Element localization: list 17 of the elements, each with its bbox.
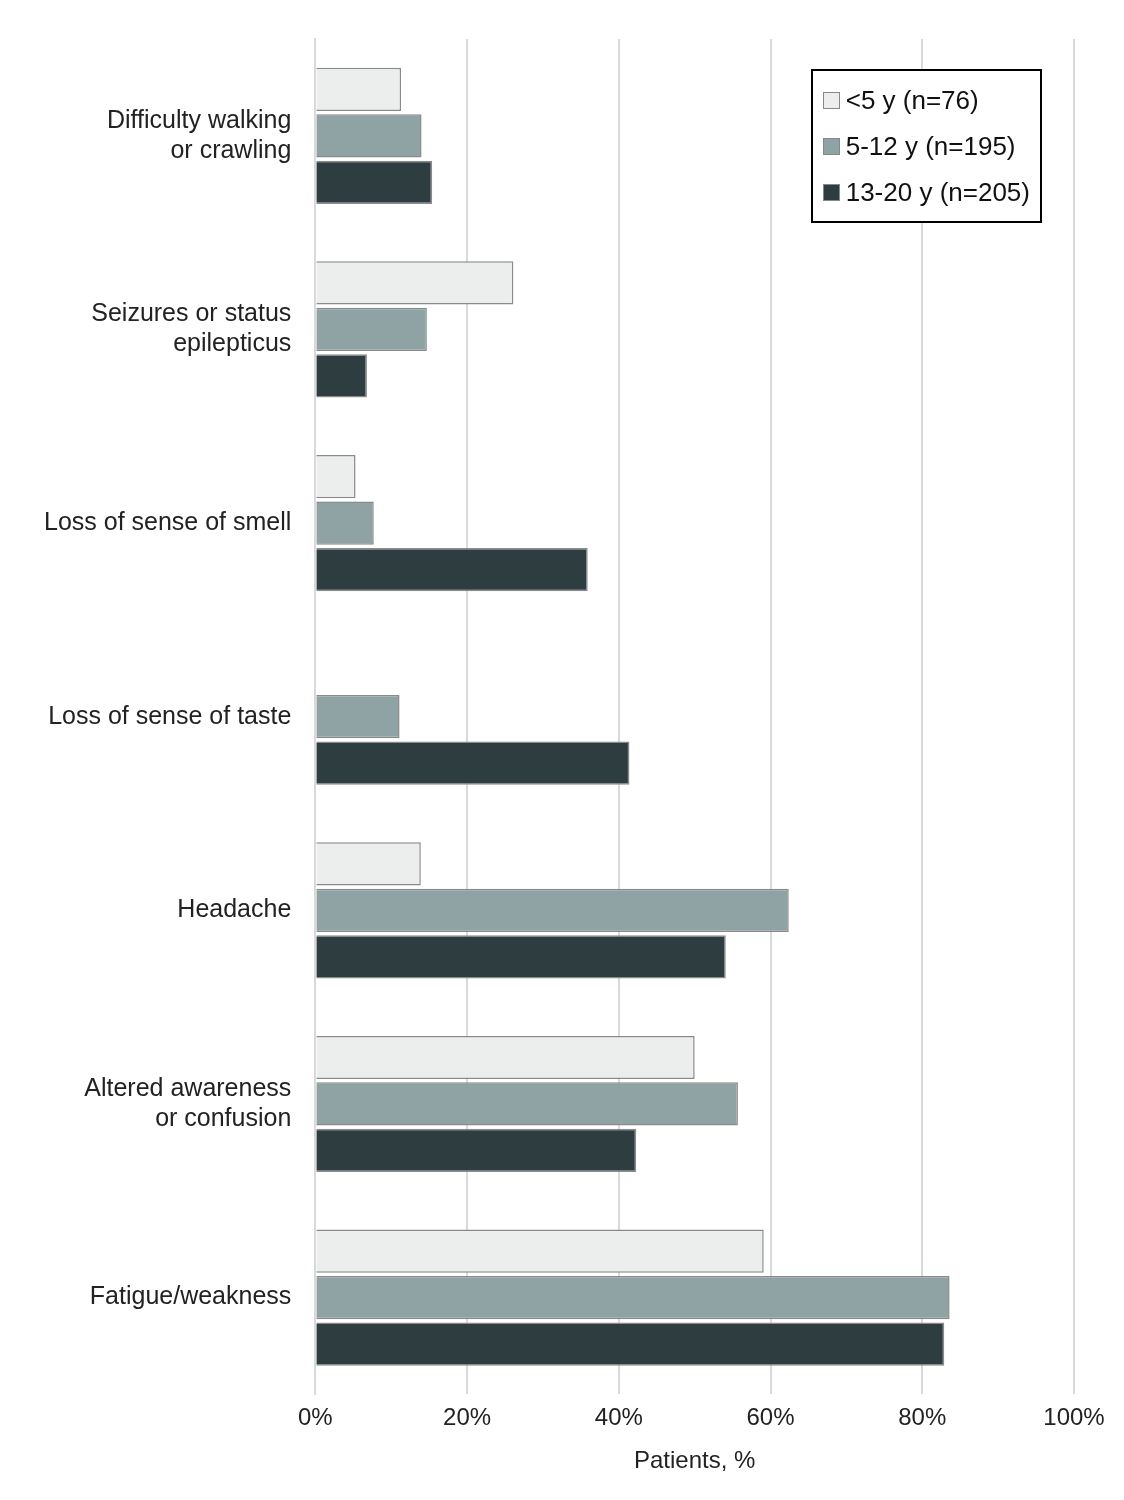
y-tick-label: Altered awareness or confusion <box>84 1072 292 1131</box>
x-tick-label: 80% <box>898 1403 947 1431</box>
y-tick-label: Difficulty walking or crawling <box>107 104 292 163</box>
legend-label: 5-12 y (n=195) <box>845 130 1016 162</box>
y-tick-label: Seizures or status epilepticus <box>91 298 292 357</box>
y-tick-label: Fatigue/weakness <box>89 1281 292 1310</box>
x-tick-label: 100% <box>1043 1403 1105 1431</box>
x-tick-label: 40% <box>594 1403 643 1431</box>
x-axis-title: Patients, % <box>633 1446 756 1474</box>
x-tick-label: 0% <box>298 1403 333 1431</box>
y-tick-label: Loss of sense of smell <box>44 506 292 535</box>
x-tick-label: 20% <box>443 1403 492 1431</box>
x-tick-label: 60% <box>746 1403 795 1431</box>
y-tick-label: Headache <box>177 894 292 923</box>
legend-label: 13-20 y (n=205) <box>845 176 1030 208</box>
legend-label: <5 y (n=76) <box>845 84 979 116</box>
y-tick-label: Loss of sense of taste <box>48 700 292 729</box>
